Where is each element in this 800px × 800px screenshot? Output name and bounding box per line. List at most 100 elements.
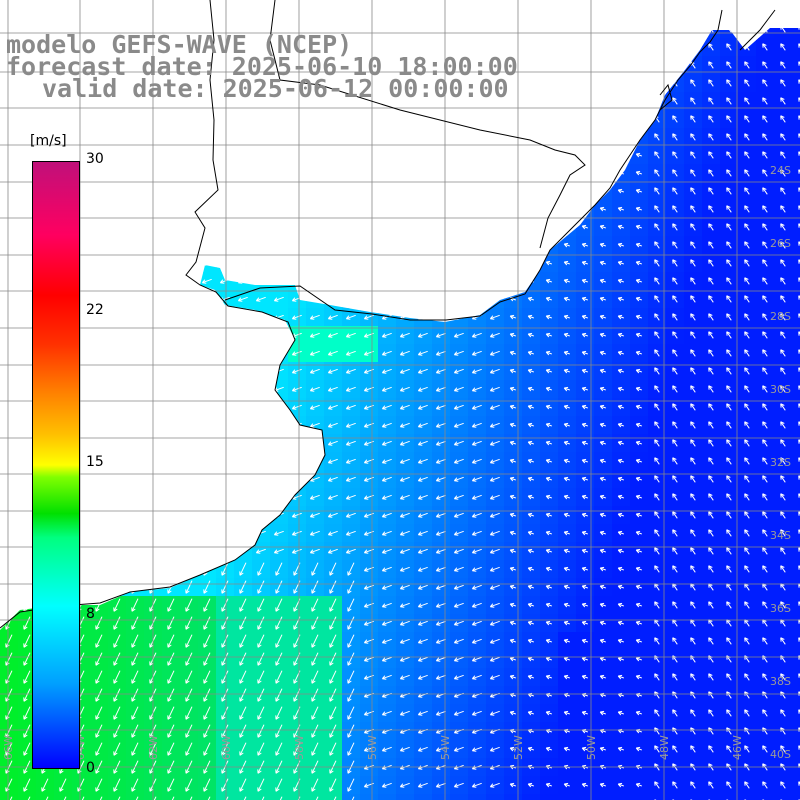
wind-arrow <box>798 28 800 33</box>
wind-arrow <box>489 494 500 500</box>
wind-arrow <box>581 224 588 230</box>
wind-arrow <box>417 548 428 554</box>
wind-arrow <box>617 458 624 464</box>
sea-cell <box>792 614 800 633</box>
wind-arrow <box>708 277 714 285</box>
wind-arrow <box>417 710 428 716</box>
wind-arrow <box>545 260 552 266</box>
wind-arrow <box>509 404 516 410</box>
wind-arrow <box>798 529 800 537</box>
wind-arrow <box>762 493 768 501</box>
wind-arrow <box>489 746 500 752</box>
sea-cell <box>792 434 800 453</box>
wind-arrow <box>708 637 714 645</box>
wind-arrow <box>545 548 552 554</box>
wind-arrow <box>489 512 500 518</box>
wind-arrow <box>239 670 247 684</box>
wind-arrow <box>690 277 696 285</box>
wind-arrow <box>654 403 660 411</box>
wind-arrow <box>309 530 320 536</box>
wind-arrow <box>489 638 500 644</box>
wind-arrow <box>239 634 247 648</box>
wind-arrow <box>708 529 714 537</box>
wind-arrow <box>489 710 500 716</box>
wind-arrow <box>327 512 338 518</box>
wind-arrow <box>327 530 338 536</box>
wind-arrow <box>744 61 750 69</box>
wind-arrow <box>131 598 139 612</box>
wind-arrow <box>417 638 428 644</box>
wind-arrow <box>327 350 338 356</box>
wind-arrow <box>185 796 193 800</box>
wind-arrow <box>581 422 588 428</box>
wind-arrow <box>311 634 319 648</box>
wind-arrow <box>489 404 500 410</box>
wind-arrow <box>185 598 193 612</box>
wind-arrow <box>291 512 302 518</box>
wind-arrow <box>762 367 768 375</box>
wind-arrow <box>527 332 534 338</box>
wind-arrow <box>417 656 428 662</box>
wind-arrow <box>654 133 660 141</box>
wind-arrow <box>329 598 337 612</box>
wind-arrow <box>690 421 696 429</box>
wind-arrow <box>635 422 642 428</box>
wind-arrow <box>113 778 121 792</box>
wind-arrow <box>726 547 732 555</box>
wind-arrow <box>762 781 768 789</box>
wind-arrow <box>581 710 588 716</box>
wind-arrow <box>509 512 516 518</box>
wind-arrow <box>381 548 392 554</box>
wind-arrow <box>545 440 552 446</box>
wind-arrow <box>798 439 800 447</box>
wind-arrow <box>672 781 678 789</box>
wind-arrow <box>435 512 446 518</box>
wind-arrow <box>489 656 500 662</box>
wind-arrow <box>327 404 338 410</box>
title-model: modelo GEFS-WAVE (NCEP) <box>6 30 353 59</box>
wind-arrow <box>654 745 660 753</box>
wind-arrow <box>257 670 265 684</box>
wind-arrow <box>471 566 482 572</box>
wind-arrow <box>527 350 534 356</box>
latitude-label: 28S <box>770 310 791 323</box>
wind-arrow <box>545 332 552 338</box>
wind-arrow <box>672 367 678 375</box>
wind-arrow <box>672 313 678 321</box>
wind-arrow <box>221 688 229 702</box>
wind-arrow <box>345 422 356 428</box>
wind-arrow <box>744 205 750 213</box>
wind-arrow <box>509 386 516 392</box>
wind-arrow <box>399 602 410 608</box>
wind-arrow <box>617 260 624 266</box>
wind-arrow <box>453 386 464 392</box>
wind-arrow <box>563 674 570 680</box>
wind-arrow <box>780 601 786 609</box>
wind-arrow <box>708 115 714 123</box>
wind-arrow <box>635 638 642 644</box>
wind-arrow <box>471 386 482 392</box>
wind-arrow <box>239 580 247 594</box>
wind-arrow <box>167 778 175 792</box>
wind-arrow <box>329 796 337 800</box>
wind-arrow <box>329 562 337 576</box>
wind-arrow <box>417 404 428 410</box>
wind-arrow <box>131 652 139 666</box>
wind-arrow <box>780 115 786 123</box>
wind-arrow <box>798 475 800 483</box>
wind-arrow <box>798 349 800 357</box>
wind-arrow <box>203 706 211 720</box>
sea-cell <box>432 794 451 800</box>
wind-arrow <box>291 404 302 410</box>
wind-arrow <box>798 781 800 789</box>
wind-arrow <box>185 688 193 702</box>
wind-arrow <box>726 151 732 159</box>
wind-arrow <box>417 440 428 446</box>
sea-cell <box>792 686 800 705</box>
wind-arrow <box>329 742 337 756</box>
sea-cell <box>270 794 289 800</box>
wind-arrow <box>435 386 446 392</box>
wind-arrow <box>471 782 482 788</box>
wind-arrow <box>435 404 446 410</box>
wind-arrow <box>435 458 446 464</box>
